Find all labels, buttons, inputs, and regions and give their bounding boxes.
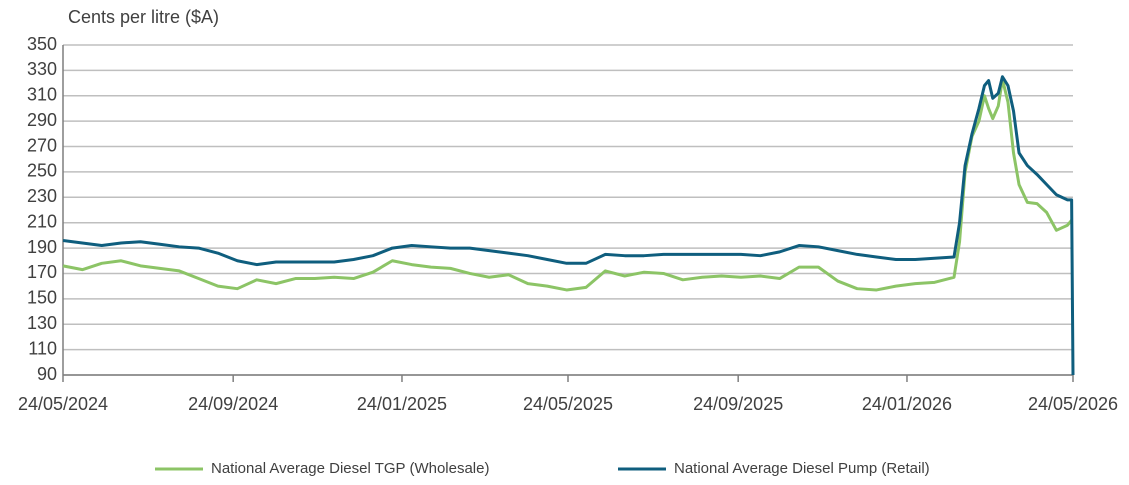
x-tick-label: 24/05/2024 [18,394,108,414]
x-tick-label: 24/09/2025 [693,394,783,414]
y-tick-label: 290 [27,110,57,130]
y-tick-label: 150 [27,288,57,308]
y-tick-label: 230 [27,186,57,206]
x-tick-label: 24/01/2026 [862,394,952,414]
y-tick-label: 130 [27,313,57,333]
x-tick-label: 24/05/2025 [523,394,613,414]
y-tick-label: 350 [27,34,57,54]
y-tick-label: 90 [37,364,57,384]
legend-label: National Average Diesel TGP (Wholesale) [211,460,489,477]
series-line [62,75,1075,376]
y-tick-label: 310 [27,85,57,105]
y-tick-label: 270 [27,135,57,155]
legend-label: National Average Diesel Pump (Retail) [674,460,930,477]
y-tick-label: 210 [27,211,57,231]
x-tick-label: 24/09/2024 [188,394,278,414]
y-tick-label: 330 [27,59,57,79]
y-tick-label: 250 [27,161,57,181]
x-tick-label: 24/01/2025 [357,394,447,414]
y-axis-label: Cents per litre ($A) [68,7,219,27]
x-tick-label: 24/05/2026 [1028,394,1118,414]
y-tick-label: 190 [27,237,57,257]
y-tick-label: 110 [28,338,57,358]
series-line [62,77,1074,292]
y-tick-label: 170 [27,262,57,282]
